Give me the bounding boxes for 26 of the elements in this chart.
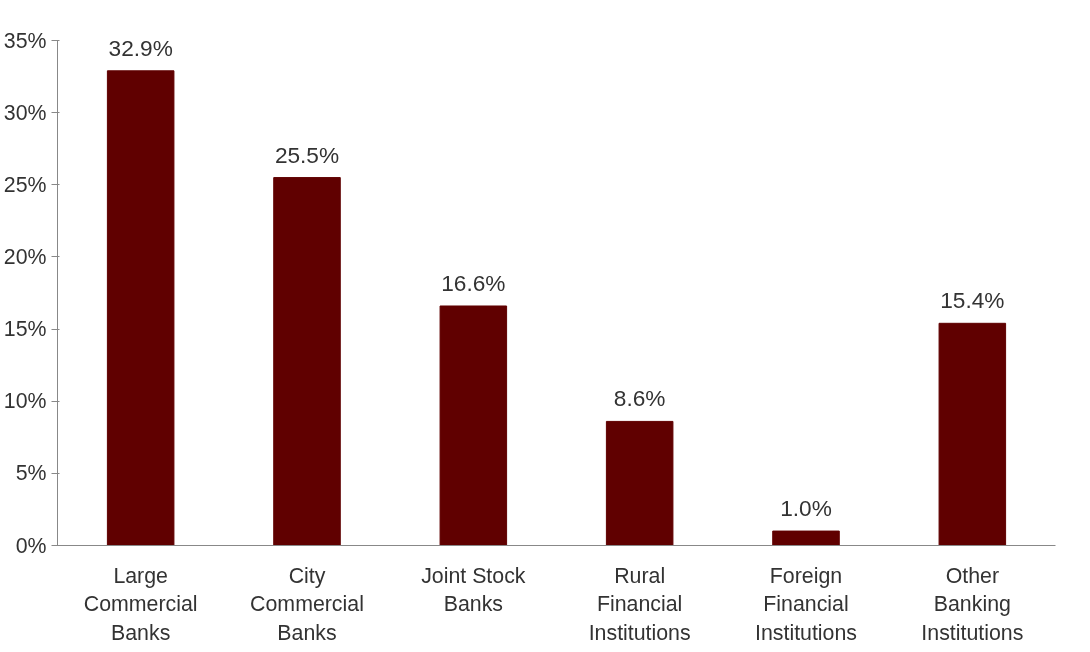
x-tick-label: Foreign Financial Institutions: [755, 563, 857, 646]
y-tick-label: 0%: [15, 533, 47, 558]
bar: [605, 420, 674, 546]
data-label: 16.6%: [441, 269, 506, 296]
y-tick-label: 5%: [15, 461, 47, 486]
data-label: 1.0%: [780, 495, 832, 522]
y-tick-label: 35%: [3, 28, 47, 53]
y-tick-label: 10%: [3, 389, 47, 414]
data-label: 32.9%: [108, 34, 173, 61]
x-tick-label: City Commercial Banks: [250, 563, 364, 646]
bar: [273, 177, 341, 546]
y-tick-label: 25%: [3, 172, 47, 197]
y-tick-label: 30%: [3, 100, 47, 125]
bar: [439, 305, 508, 546]
data-label: 25.5%: [274, 141, 340, 168]
data-label: 8.6%: [613, 385, 666, 412]
bar: [106, 70, 175, 546]
bar: [938, 322, 1007, 546]
x-tick-label: Large Commercial Banks: [83, 563, 198, 646]
x-tick-label: Other Banking Institutions: [921, 563, 1024, 646]
data-label: 15.4%: [940, 287, 1005, 314]
x-tick-label: Joint Stock Banks: [421, 563, 526, 617]
x-tick-label: Rural Financial Institutions: [588, 563, 691, 646]
y-tick-label: 15%: [3, 317, 47, 342]
bar: [772, 530, 840, 546]
y-tick-label: 20%: [3, 244, 47, 269]
